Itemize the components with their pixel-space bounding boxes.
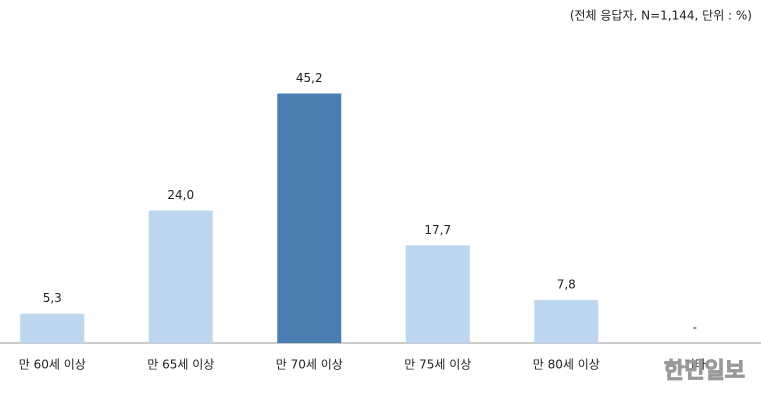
- value-label: 24,0: [167, 188, 194, 202]
- value-label: 45,2: [296, 71, 323, 85]
- x-tick-label: 만 75세 이상: [404, 358, 471, 372]
- bar: [277, 93, 342, 343]
- value-label: 17,7: [424, 223, 451, 237]
- x-tick-label: 만 80세 이상: [533, 358, 600, 372]
- value-label: -: [693, 321, 697, 335]
- watermark: 한민일보: [664, 359, 745, 384]
- x-tick-label: 기타: [684, 358, 706, 372]
- x-tick-label: 만 60세 이상: [19, 358, 86, 372]
- bar: [405, 245, 470, 343]
- x-tick-label: 만 70세 이상: [276, 358, 343, 372]
- value-label: 7,8: [557, 277, 576, 291]
- value-label: 5,3: [43, 291, 62, 305]
- bar: [20, 313, 85, 343]
- bar: [148, 210, 213, 343]
- chart-note: (전체 응답자, N=1,144, 단위 : %): [570, 9, 752, 23]
- bar: [534, 299, 599, 343]
- x-tick-label: 만 65세 이상: [147, 358, 214, 372]
